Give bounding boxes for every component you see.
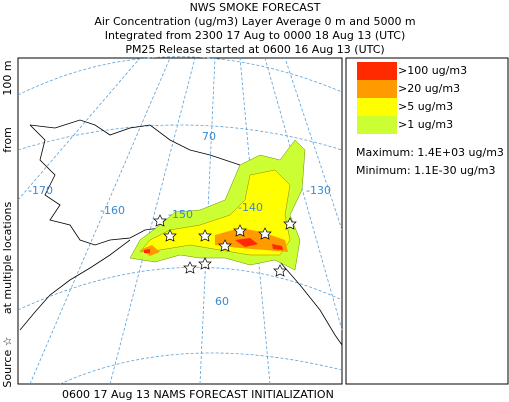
grid-labels: -170 -160 -150 -140 -130 70 60: [28, 130, 331, 308]
side-text: at multiple locations: [1, 202, 14, 315]
grid-label: 60: [215, 295, 229, 308]
source-stars: [153, 214, 297, 277]
legend-swatch: [357, 98, 397, 116]
grid-label: -160: [100, 204, 125, 217]
side-text: 100 m: [1, 60, 14, 95]
subtitle: PM25 Release started at 0600 16 Aug 13 (…: [125, 43, 384, 56]
maximum: Maximum: 1.4E+03 ug/m3: [356, 146, 504, 159]
legend-swatch: [357, 80, 397, 98]
legend-label: >5 ug/m3: [398, 100, 453, 113]
side-text: from: [1, 127, 14, 153]
grid-label: -150: [168, 208, 193, 221]
side-text: Source ☆: [1, 336, 14, 387]
minimum: Minimum: 1.1E-30 ug/m3: [356, 164, 495, 177]
legend-label: >100 ug/m3: [398, 64, 467, 77]
graticule: [17, 56, 343, 385]
grid-label: -140: [238, 201, 263, 214]
legend-label: >20 ug/m3: [398, 82, 460, 95]
grid-label: -170: [28, 184, 53, 197]
subtitle: Air Concentration (ug/m3) Layer Average …: [94, 15, 415, 28]
grid-label: -130: [306, 184, 331, 197]
grid-label: 70: [202, 130, 216, 143]
subtitle: Integrated from 2300 17 Aug to 0000 18 A…: [105, 29, 406, 42]
side-label: Source ☆ at multiple locations from 100 m: [1, 60, 14, 387]
legend-swatch: [357, 116, 397, 134]
title: NWS SMOKE FORECAST: [190, 1, 321, 14]
legend-label: >1 ug/m3: [398, 118, 453, 131]
legend-swatch: [357, 62, 397, 80]
legend: >100 ug/m3 >20 ug/m3 >5 ug/m3 >1 ug/m3 Maxim…: [356, 62, 504, 177]
footer: 0600 17 Aug 13 NAMS FORECAST INITIALIZAT…: [62, 388, 334, 401]
